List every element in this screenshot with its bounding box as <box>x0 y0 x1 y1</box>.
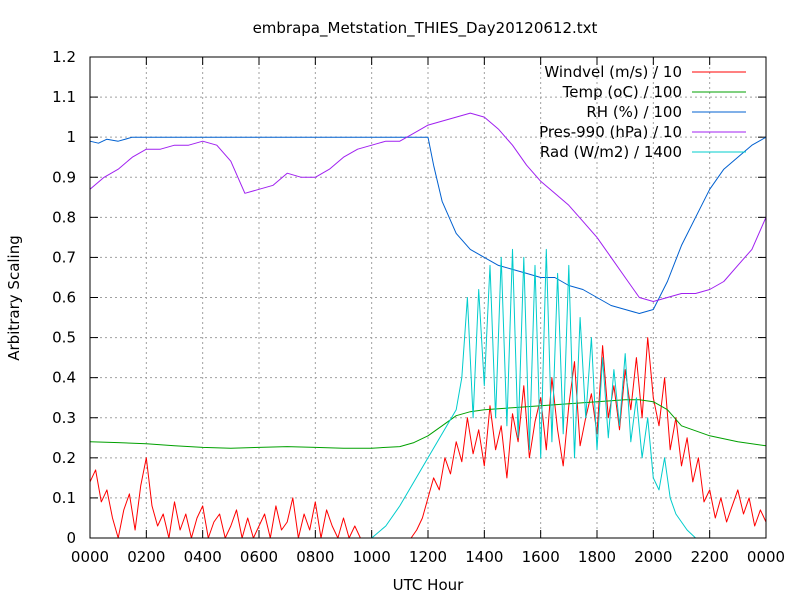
x-tick-label: 1000 <box>353 548 391 566</box>
y-tick-label: 1.2 <box>52 48 76 66</box>
y-tick-label: 0.3 <box>52 409 76 427</box>
y-tick-label: 1 <box>66 128 76 146</box>
x-axis-label: UTC Hour <box>393 576 464 594</box>
legend-label-rad: Rad (W/m2) / 1400 <box>540 143 682 161</box>
x-tick-label: 0200 <box>127 548 165 566</box>
series-line-rad <box>90 248 766 539</box>
x-tick-label: 1200 <box>409 548 447 566</box>
y-tick-label: 0.5 <box>52 329 76 347</box>
x-axis: 0000 0200 0400 0600 0800 1000 1200 1400 1600 1800… <box>71 57 785 566</box>
plot-border <box>89 56 767 539</box>
x-tick-label: 1800 <box>578 548 616 566</box>
legend-label-rh: RH (%) / 100 <box>586 103 682 121</box>
y-axis-label: Arbitrary Scaling <box>5 235 23 361</box>
x-tick-label: 0800 <box>296 548 334 566</box>
legend-label-pres990: Pres-990 (hPa) / 10 <box>539 123 682 141</box>
y-tick-label: 0.1 <box>52 489 76 507</box>
x-tick-label: 0000 <box>747 548 785 566</box>
x-tick-label: 1400 <box>465 548 503 566</box>
legend-label-windvel: Windvel (m/s) / 10 <box>544 63 682 81</box>
legend: Windvel (m/s) / 10 Temp (oC) / 100 RH (%) … <box>539 63 746 161</box>
x-tick-label: 2000 <box>634 548 672 566</box>
y-tick-label: 1.1 <box>52 88 76 106</box>
series-line-temp <box>89 399 767 449</box>
series-line-pres990 <box>89 112 767 302</box>
x-tick-label: 0400 <box>184 548 222 566</box>
y-tick-label: 0.8 <box>52 208 76 226</box>
x-tick-label: 0600 <box>240 548 278 566</box>
x-tick-label: 1600 <box>522 548 560 566</box>
y-tick-label: 0.9 <box>52 168 76 186</box>
y-axis: 0 0.1 0.2 0.3 0.4 0.5 0.6 0.7 0.8 0.9 1 1.1 1.2 <box>52 48 766 547</box>
y-tick-label: 0.2 <box>52 449 76 467</box>
y-tick-label: 0.4 <box>52 369 76 387</box>
y-tick-label: 0 <box>66 529 76 547</box>
chart-title: embrapa_Metstation_THIES_Day20120612.txt <box>253 19 598 38</box>
legend-label-temp: Temp (oC) / 100 <box>562 83 682 101</box>
series-line-rh <box>89 136 767 314</box>
x-tick-label: 0000 <box>71 548 109 566</box>
y-tick-label: 0.7 <box>52 248 76 266</box>
series-line-windvel <box>89 337 767 539</box>
x-tick-label: 2200 <box>691 548 729 566</box>
y-tick-label: 0.6 <box>52 289 76 307</box>
plot-area <box>89 112 767 539</box>
